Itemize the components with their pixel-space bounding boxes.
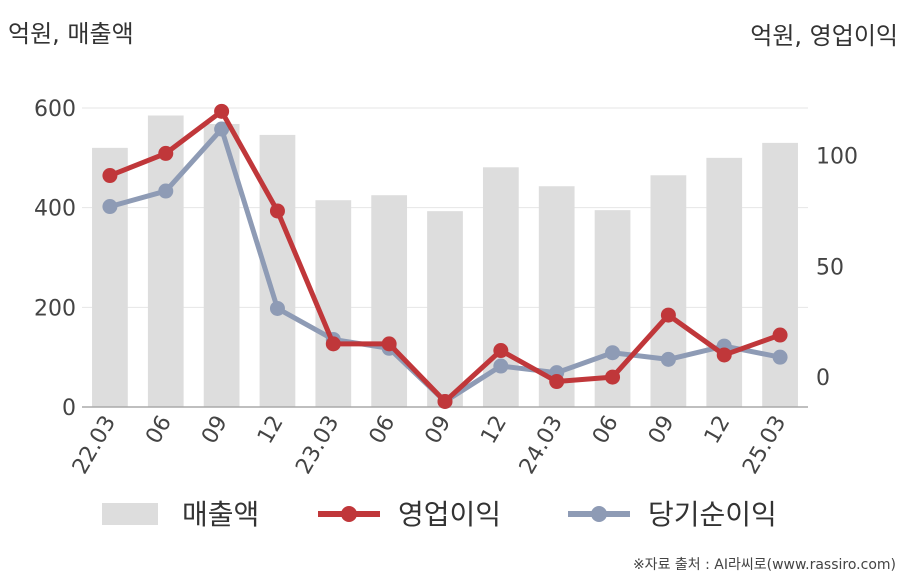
x-tick-label: 23.03 [291,412,344,479]
point-영업이익 [437,393,453,409]
point-당기순이익 [102,199,118,215]
bar-매출액 [147,115,184,407]
x-tick-label: 09 [197,412,233,449]
point-영업이익 [660,307,676,323]
x-tick-label: 06 [141,412,177,449]
x-tick-label: 12 [476,412,512,449]
x-tick-label: 09 [644,412,680,449]
point-당기순이익 [660,351,676,367]
bar-매출액 [92,147,128,407]
right-axis-unit: 억원, 영업이익 [750,22,898,50]
point-당기순이익 [493,358,509,374]
y-left-tick-label: 0 [62,396,76,421]
x-tick-label: 12 [700,412,736,449]
point-당기순이익 [772,349,788,365]
point-영업이익 [549,374,565,390]
point-영업이익 [493,343,509,359]
y-left-tick-label: 200 [34,296,76,321]
point-영업이익 [158,145,174,161]
bar-매출액 [315,200,352,407]
point-영업이익 [269,203,285,219]
legend-marker-영업이익 [341,506,357,522]
bar-매출액 [371,195,408,407]
y-left-tick-label: 600 [34,97,76,122]
legend-swatch-매출액 [102,503,158,525]
x-tick-label: 09 [421,412,457,449]
y-right-tick-label: 0 [816,366,830,391]
legend-label-영업이익: 영업이익 [398,498,501,531]
bar-매출액 [706,157,743,407]
x-tick-label: 24.03 [515,412,568,479]
x-tick-label: 06 [588,412,624,449]
x-tick-label: 25.03 [738,412,791,479]
point-영업이익 [772,327,788,343]
x-tick-label: 22.03 [68,412,121,479]
source-note: ※자료 출처 : AI라씨로(www.rassiro.com) [632,557,896,573]
point-당기순이익 [269,300,285,316]
legend-marker-당기순이익 [591,506,607,522]
point-당기순이익 [214,121,230,137]
y-left-tick-label: 400 [34,197,76,222]
x-tick-label: 12 [253,412,289,449]
point-영업이익 [325,336,341,352]
bar-매출액 [427,211,463,407]
point-영업이익 [381,336,397,352]
point-영업이익 [605,369,621,385]
x-tick-label: 06 [365,412,401,449]
legend-label-매출액: 매출액 [182,498,259,531]
point-영업이익 [102,168,118,184]
y-right-tick-label: 50 [816,255,844,280]
point-당기순이익 [605,345,621,361]
point-당기순이익 [158,183,174,199]
bar-매출액 [650,175,687,407]
y-right-tick-label: 100 [816,145,858,170]
bar-매출액 [762,142,798,407]
left-axis-unit: 억원, 매출액 [8,20,134,48]
point-영업이익 [214,103,230,119]
point-영업이익 [716,347,732,363]
legend-label-당기순이익: 당기순이익 [648,498,777,531]
